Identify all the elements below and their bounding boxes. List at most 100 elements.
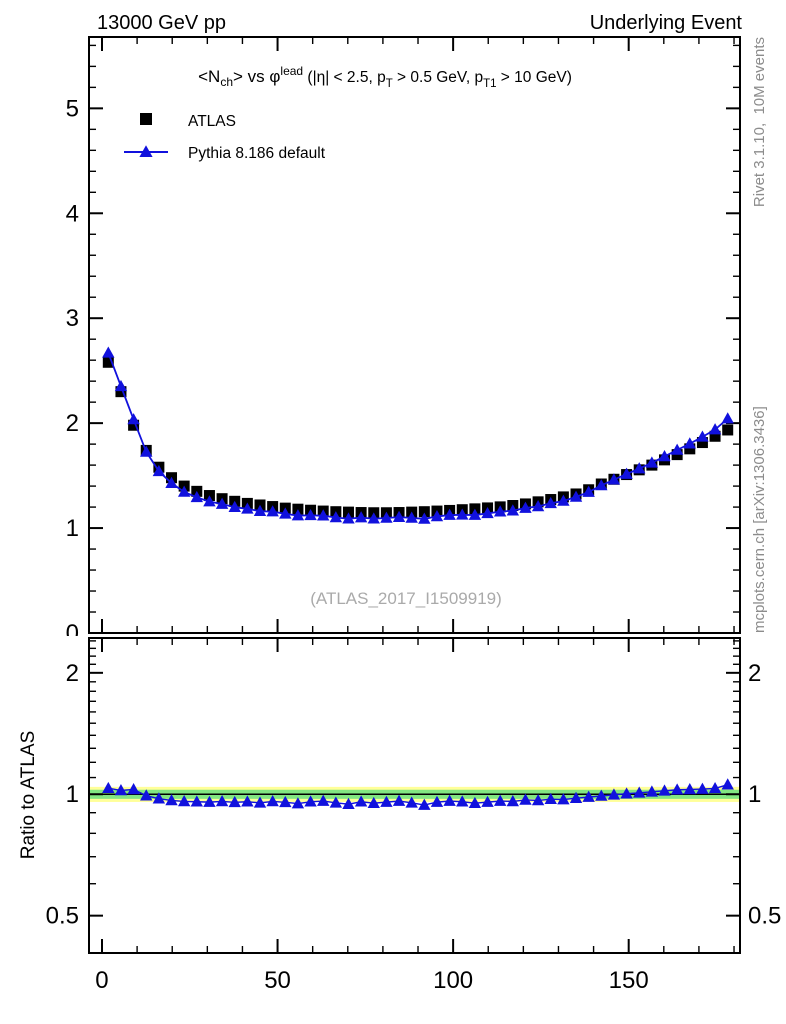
data-point-atlas	[102, 356, 114, 368]
data-point-pythia	[152, 464, 166, 477]
data-point-pythia	[392, 510, 406, 522]
ratio-point-pythia	[329, 796, 343, 808]
data-point-pythia	[102, 346, 115, 358]
data-point-pythia	[696, 430, 709, 442]
ratio-point-pythia	[645, 785, 659, 797]
ratio-point-pythia	[708, 781, 722, 794]
data-point-pythia	[620, 467, 633, 479]
legend-label-atlas: ATLAS	[188, 113, 236, 130]
data-point-pythia	[456, 508, 469, 520]
ratio-point-pythia	[683, 783, 696, 795]
title-segment: ch	[220, 75, 233, 89]
ratio-point-pythia	[291, 797, 305, 809]
data-point-pythia	[114, 379, 128, 392]
ratio-point-pythia	[177, 794, 191, 807]
ratio-point-pythia	[152, 792, 166, 804]
ratio-y-tick-label-right: 0.5	[748, 903, 781, 930]
ratio-point-pythia	[481, 795, 494, 807]
rivet-version-note: Rivet 3.1.10, 10M events	[751, 37, 768, 207]
ratio-point-pythia	[582, 790, 595, 802]
data-point-atlas	[709, 430, 721, 442]
ratio-point-pythia	[721, 778, 734, 790]
data-point-pythia	[607, 473, 621, 485]
ratio-point-pythia	[215, 794, 229, 807]
data-point-pythia	[304, 508, 317, 521]
data-point-pythia	[190, 490, 203, 503]
analysis-id-watermark: (ATLAS_2017_I1509919)	[310, 589, 502, 608]
ratio-point-pythia	[569, 791, 583, 803]
title-segment: (|η| < 2.5, p	[303, 69, 386, 86]
data-point-pythia	[140, 445, 153, 457]
ratio-point-pythia	[670, 783, 684, 795]
data-point-pythia	[266, 505, 279, 517]
title-segment: <N	[198, 67, 220, 86]
ratio-point-pythia	[595, 789, 608, 801]
data-point-pythia	[354, 511, 368, 523]
ratio-point-pythia	[165, 794, 178, 806]
data-point-pythia	[544, 496, 557, 509]
ratio-point-pythia	[405, 796, 418, 808]
title-segment: lead	[280, 64, 303, 78]
ratio-point-pythia	[493, 794, 507, 806]
data-point-pythia	[670, 443, 684, 455]
data-point-pythia	[633, 462, 646, 474]
main-y-labels: 0 1 2 3 4 5	[66, 95, 79, 647]
data-point-pythia	[215, 497, 229, 509]
ratio-point-pythia	[519, 793, 532, 805]
legend-marker-atlas-square	[140, 113, 152, 125]
ratio-panel-series	[102, 778, 734, 810]
data-point-atlas	[696, 437, 708, 449]
data-point-pythia	[405, 511, 418, 523]
title-segment: > 0.5 GeV, p	[393, 69, 483, 86]
ratio-y-tick-label-right: 2	[748, 660, 761, 687]
ratio-point-pythia	[266, 794, 279, 807]
data-point-pythia	[531, 500, 545, 512]
axis-ticks	[89, 37, 740, 953]
data-point-pythia	[317, 509, 330, 521]
ratio-point-pythia	[203, 795, 216, 807]
title-segment: φ	[269, 67, 280, 86]
data-point-pythia	[203, 495, 216, 507]
data-point-pythia	[127, 413, 140, 425]
legend-label-pythia: Pythia 8.186 default	[188, 145, 326, 162]
ratio-point-pythia	[102, 781, 115, 794]
ratio-point-pythia	[317, 794, 330, 806]
data-point-pythia	[708, 423, 722, 435]
data-point-pythia	[380, 511, 393, 523]
x-tick-label: 50	[264, 967, 291, 994]
ratio-point-pythia	[342, 797, 355, 809]
title-segment: > vs	[233, 67, 269, 86]
data-point-pythia	[443, 508, 456, 520]
data-point-pythia	[430, 510, 444, 522]
main-y-tick-label: 2	[66, 410, 79, 437]
main-y-tick-label: 1	[66, 515, 79, 542]
ratio-point-pythia	[392, 794, 406, 806]
data-point-pythia	[721, 412, 734, 424]
title-segment: T1	[483, 78, 496, 90]
data-point-pythia	[506, 504, 520, 516]
ratio-point-pythia	[418, 798, 431, 810]
data-point-pythia	[228, 500, 241, 512]
ratio-panel-frame	[88, 637, 741, 954]
x-tick-label: 100	[433, 967, 473, 994]
ratio-point-pythia	[279, 795, 292, 808]
data-point-pythia	[645, 456, 659, 468]
data-point-pythia	[241, 502, 254, 514]
ratio-point-pythia	[430, 795, 444, 807]
ratio-point-pythia	[253, 796, 267, 808]
data-point-pythia	[569, 490, 583, 502]
data-point-pythia	[481, 506, 494, 519]
data-point-pythia	[582, 485, 595, 497]
ratio-y-tick-label-left: 0.5	[46, 903, 79, 930]
main-y-tick-label: 0	[66, 620, 79, 647]
data-point-pythia	[279, 507, 292, 519]
ratio-point-pythia	[607, 788, 621, 800]
ratio-point-pythia	[468, 796, 482, 809]
data-point-pythia	[253, 504, 267, 516]
ratio-point-pythia	[241, 795, 254, 807]
data-point-pythia	[342, 512, 355, 524]
data-point-atlas	[722, 424, 734, 436]
title-segment: > 10 GeV)	[497, 69, 572, 86]
main-panel-series	[102, 346, 734, 524]
